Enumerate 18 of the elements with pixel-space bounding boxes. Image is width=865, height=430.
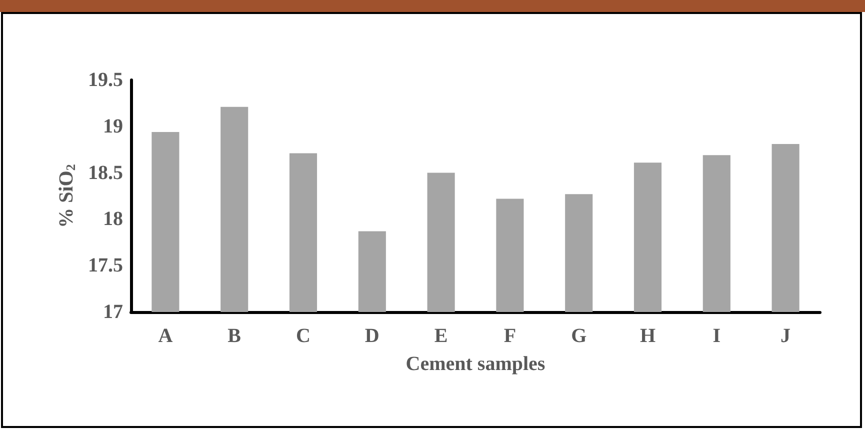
x-tick-label: I xyxy=(712,325,721,347)
x-tick-label: H xyxy=(640,325,656,347)
x-tick-label: B xyxy=(228,325,242,347)
x-axis-title: Cement samples xyxy=(406,353,546,375)
x-tick-label: G xyxy=(571,325,588,347)
x-tick-label: E xyxy=(434,325,448,347)
x-tick-label: C xyxy=(296,325,310,347)
y-tick-label: 17.5 xyxy=(88,254,123,277)
x-tick-label: D xyxy=(364,325,380,347)
x-tick-label: F xyxy=(504,325,516,347)
y-axis-title: % SiO2 xyxy=(56,164,78,228)
y-tick-label: 18 xyxy=(103,208,123,230)
y-tick-label: 19 xyxy=(103,115,123,138)
y-tick-label: 19.5 xyxy=(88,69,123,91)
y-tick-label: 17 xyxy=(103,301,123,323)
x-tick-label: J xyxy=(780,325,791,347)
y-tick-label: 18.5 xyxy=(88,162,123,184)
x-tick-label: A xyxy=(158,325,174,347)
